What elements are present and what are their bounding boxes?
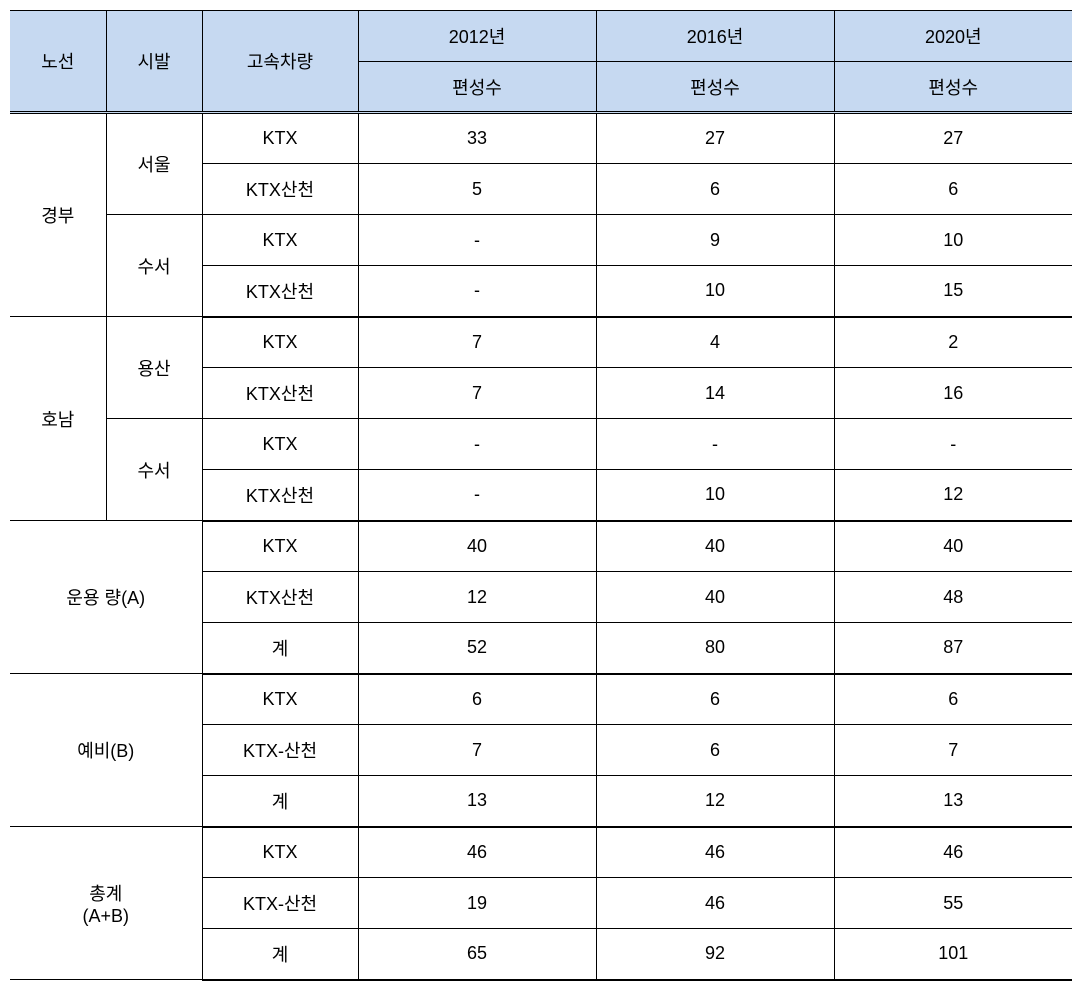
data-cell: 40 [596, 572, 834, 623]
table-header-row-1: 노선 시발 고속차량 2012년 2016년 2020년 [10, 11, 1072, 62]
header-formation-2012: 편성수 [358, 62, 596, 113]
vehicle-cell: 계 [202, 623, 358, 674]
vehicle-formation-table: 노선 시발 고속차량 2012년 2016년 2020년 편성수 편성수 편성수… [10, 10, 1072, 981]
data-cell: 19 [358, 878, 596, 929]
data-cell: 101 [834, 929, 1072, 980]
grand-total-label-2: (A+B) [82, 906, 129, 926]
data-cell: 6 [358, 674, 596, 725]
data-cell: 13 [834, 776, 1072, 827]
section-grand-total: 총계 (A+B) [10, 827, 202, 980]
data-cell: 7 [834, 725, 1072, 776]
data-cell: 7 [358, 725, 596, 776]
data-cell: 46 [358, 827, 596, 878]
vehicle-cell: KTX [202, 419, 358, 470]
header-formation-2020: 편성수 [834, 62, 1072, 113]
vehicle-cell: KTX-산천 [202, 878, 358, 929]
vehicle-cell: KTX [202, 317, 358, 368]
vehicle-cell: KTX-산천 [202, 725, 358, 776]
vehicle-cell: KTX [202, 215, 358, 266]
data-cell: - [358, 419, 596, 470]
vehicle-cell: 계 [202, 929, 358, 980]
table-row: 수서 KTX - 9 10 [10, 215, 1072, 266]
depart-seoul: 서울 [106, 113, 202, 215]
vehicle-cell: KTX산천 [202, 572, 358, 623]
header-year-2020: 2020년 [834, 11, 1072, 62]
data-cell: 48 [834, 572, 1072, 623]
data-cell: 6 [834, 164, 1072, 215]
data-cell: 46 [596, 878, 834, 929]
vehicle-cell: KTX산천 [202, 368, 358, 419]
data-cell: 15 [834, 266, 1072, 317]
table-row: 예비(B) KTX 6 6 6 [10, 674, 1072, 725]
data-cell: 87 [834, 623, 1072, 674]
data-cell: 55 [834, 878, 1072, 929]
route-honam: 호남 [10, 317, 106, 521]
table-row: 수서 KTX - - - [10, 419, 1072, 470]
header-route: 노선 [10, 11, 106, 113]
data-cell: 12 [596, 776, 834, 827]
data-cell: 16 [834, 368, 1072, 419]
vehicle-cell: KTX [202, 521, 358, 572]
data-cell: 6 [596, 725, 834, 776]
data-cell: 40 [358, 521, 596, 572]
header-year-2016: 2016년 [596, 11, 834, 62]
data-cell: 6 [596, 164, 834, 215]
data-cell: 10 [596, 266, 834, 317]
data-cell: 6 [596, 674, 834, 725]
vehicle-cell: KTX [202, 674, 358, 725]
data-cell: 6 [834, 674, 1072, 725]
data-cell: 10 [834, 215, 1072, 266]
data-cell: 65 [358, 929, 596, 980]
data-cell: 33 [358, 113, 596, 164]
route-gyeongbu: 경부 [10, 113, 106, 317]
vehicle-cell: 계 [202, 776, 358, 827]
data-cell: 7 [358, 368, 596, 419]
depart-suseo: 수서 [106, 215, 202, 317]
header-year-2012: 2012년 [358, 11, 596, 62]
data-cell: 27 [834, 113, 1072, 164]
data-cell: 46 [834, 827, 1072, 878]
vehicle-cell: KTX [202, 113, 358, 164]
header-formation-2016: 편성수 [596, 62, 834, 113]
data-cell: - [596, 419, 834, 470]
depart-yongsan: 용산 [106, 317, 202, 419]
vehicle-cell: KTX산천 [202, 164, 358, 215]
data-cell: 92 [596, 929, 834, 980]
data-cell: 27 [596, 113, 834, 164]
data-cell: 9 [596, 215, 834, 266]
data-cell: 5 [358, 164, 596, 215]
data-cell: 2 [834, 317, 1072, 368]
data-cell: 4 [596, 317, 834, 368]
depart-suseo-2: 수서 [106, 419, 202, 521]
table-row: 운용 량(A) KTX 40 40 40 [10, 521, 1072, 572]
data-cell: 40 [596, 521, 834, 572]
data-cell: 80 [596, 623, 834, 674]
data-cell: 10 [596, 470, 834, 521]
data-cell: 46 [596, 827, 834, 878]
table-row: 총계 (A+B) KTX 46 46 46 [10, 827, 1072, 878]
section-reserve: 예비(B) [10, 674, 202, 827]
section-operation: 운용 량(A) [10, 521, 202, 674]
header-vehicle: 고속차량 [202, 11, 358, 113]
grand-total-label-1: 총계 [89, 884, 122, 904]
header-depart: 시발 [106, 11, 202, 113]
vehicle-cell: KTX산천 [202, 266, 358, 317]
data-cell: 7 [358, 317, 596, 368]
data-cell: 40 [834, 521, 1072, 572]
data-cell: 52 [358, 623, 596, 674]
vehicle-cell: KTX [202, 827, 358, 878]
data-cell: 12 [834, 470, 1072, 521]
data-cell: 13 [358, 776, 596, 827]
data-cell: - [834, 419, 1072, 470]
data-cell: - [358, 215, 596, 266]
table-row: 경부 서울 KTX 33 27 27 [10, 113, 1072, 164]
data-cell: 14 [596, 368, 834, 419]
data-cell: - [358, 470, 596, 521]
table-row: 호남 용산 KTX 7 4 2 [10, 317, 1072, 368]
data-cell: 12 [358, 572, 596, 623]
vehicle-cell: KTX산천 [202, 470, 358, 521]
data-cell: - [358, 266, 596, 317]
